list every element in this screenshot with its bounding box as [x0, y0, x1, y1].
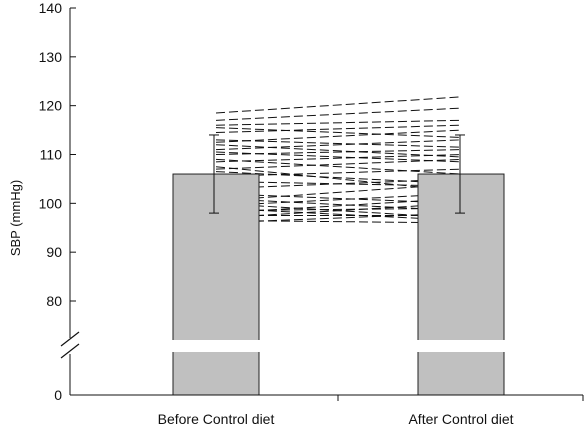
y-tick-label-110: 110 [40, 147, 63, 163]
paired-line-9 [215, 139, 462, 151]
paired-line-12 [215, 158, 462, 175]
paired-line-14 [215, 166, 462, 192]
category-label-2: After Control diet [408, 411, 513, 427]
paired-line-1 [215, 96, 462, 114]
y-tick-label-0: 0 [54, 387, 62, 403]
paired-line-5 [215, 124, 462, 134]
y-tick-label-120: 120 [39, 98, 63, 114]
error-bars-layer [209, 134, 465, 214]
bar-break-gap-2 [417, 340, 505, 352]
bar-2 [417, 173, 505, 396]
y-tick-label-90: 90 [46, 244, 62, 260]
tick-labels-layer: 0 80 90 100 110 120 130 140 [39, 0, 76, 403]
axis-break-mark-2 [60, 343, 80, 359]
paired-line-7 [215, 129, 462, 143]
axes-layer [60, 8, 584, 401]
paired-line-6 [215, 139, 462, 148]
y-tick-label-140: 140 [39, 0, 63, 16]
bars-layer [172, 173, 505, 396]
bar-break-gap-1 [172, 340, 260, 352]
category-labels-layer: Before Control diet After Control diet [158, 411, 514, 427]
paired-line-8 [215, 144, 462, 158]
paired-line-2 [215, 107, 462, 121]
category-label-1: Before Control diet [158, 411, 275, 427]
paired-line-15 [215, 158, 462, 170]
y-tick-label-130: 130 [39, 49, 63, 65]
paired-line-3 [215, 119, 462, 126]
bar-1 [172, 173, 260, 396]
paired-line-13 [215, 154, 462, 163]
paired-line-4 [215, 127, 462, 138]
y-axis-label: SBP (mmHg) [8, 180, 23, 256]
y-tick-label-80: 80 [46, 293, 62, 309]
axis-break-mark-1 [60, 331, 80, 347]
paired-line-11 [215, 149, 462, 155]
y-tick-label-100: 100 [39, 195, 63, 211]
